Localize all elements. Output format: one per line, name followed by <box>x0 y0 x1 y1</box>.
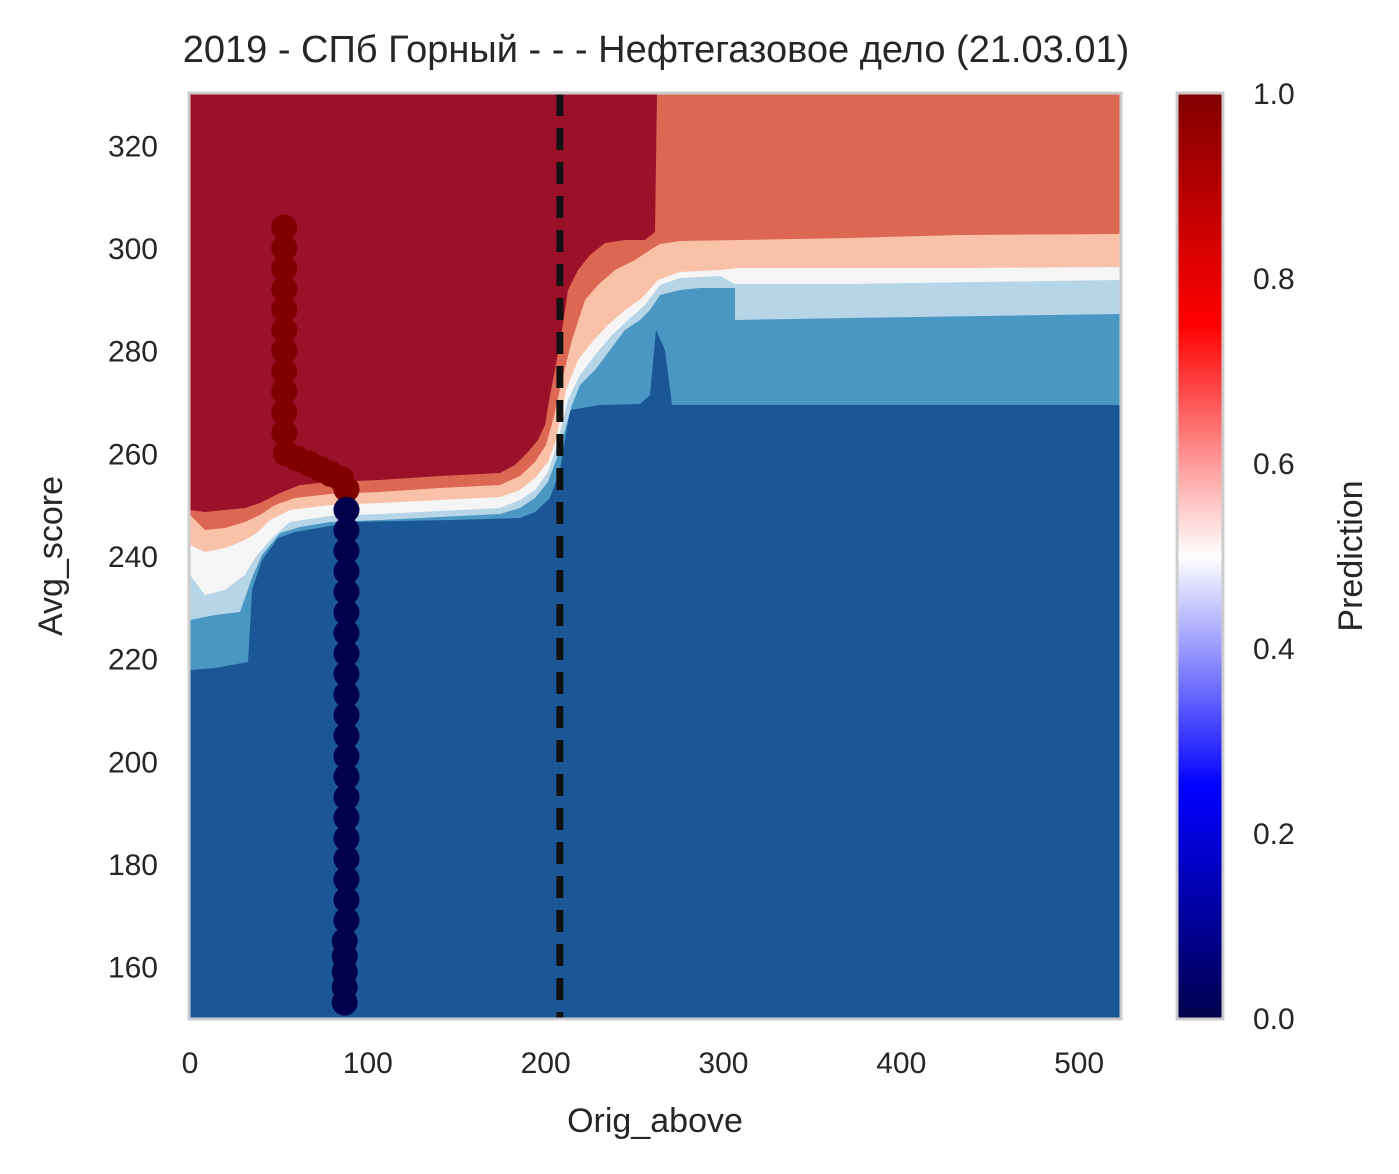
scatter-point <box>333 886 360 913</box>
scatter-point <box>271 358 298 385</box>
scatter-point <box>271 378 298 405</box>
scatter-point <box>271 276 298 303</box>
colorbar-ticks: 0.0 0.2 0.4 0.6 0.8 1.0 <box>1253 78 1295 1036</box>
scatter-point <box>333 722 360 749</box>
y-tick-label: 320 <box>108 130 158 163</box>
x-axis-label: Orig_above <box>567 1102 743 1140</box>
scatter-point <box>333 743 360 770</box>
chart-title: 2019 - СПб Горный - - - Нефтегазовое дел… <box>183 29 1130 71</box>
scatter-point <box>271 255 298 282</box>
colorbar-tick-label: 0.8 <box>1253 263 1295 296</box>
y-tick-label: 200 <box>108 746 158 779</box>
x-axis-ticks: 0 100 200 300 400 500 <box>182 1047 1104 1080</box>
scatter-point <box>333 496 360 523</box>
y-tick-label: 300 <box>108 233 158 266</box>
scatter-point <box>333 599 360 626</box>
y-tick-label: 280 <box>108 336 158 369</box>
colorbar-tick-label: 0.6 <box>1253 448 1295 481</box>
colorbar-tick-label: 0.2 <box>1253 818 1295 851</box>
scatter-point <box>333 640 360 667</box>
scatter-point <box>271 399 298 426</box>
scatter-point <box>271 337 298 364</box>
scatter-point <box>333 476 360 503</box>
colorbar-tick-label: 0.0 <box>1253 1003 1295 1036</box>
scatter-layer <box>271 214 360 1016</box>
plot-frame <box>187 91 1123 1021</box>
x-tick-label: 100 <box>343 1047 393 1080</box>
colorbar-tick-label: 0.4 <box>1253 633 1295 666</box>
y-tick-label: 260 <box>108 438 158 471</box>
y-tick-label: 220 <box>108 644 158 677</box>
scatter-point <box>333 578 360 605</box>
scatter-point <box>333 907 360 934</box>
contour-band-highest <box>190 94 657 512</box>
scatter-point <box>333 825 360 852</box>
scatter-point <box>271 235 298 261</box>
scatter-point <box>333 517 360 544</box>
x-tick-label: 0 <box>182 1047 199 1080</box>
scatter-point <box>333 620 360 646</box>
x-tick-label: 300 <box>698 1047 748 1080</box>
scatter-point <box>333 784 360 811</box>
y-tick-label: 160 <box>108 952 158 985</box>
x-tick-label: 200 <box>521 1047 571 1080</box>
scatter-point <box>333 537 360 564</box>
scatter-point <box>333 763 360 790</box>
y-axis-label: Avg_score <box>32 476 70 636</box>
y-tick-label: 240 <box>108 541 158 574</box>
y-tick-label: 180 <box>108 849 158 882</box>
scatter-point <box>331 989 358 1016</box>
scatter-point <box>333 558 360 585</box>
x-tick-label: 500 <box>1054 1047 1104 1080</box>
scatter-point <box>333 845 360 872</box>
x-tick-label: 400 <box>876 1047 926 1080</box>
scatter-point <box>271 214 298 241</box>
scatter-point <box>271 317 298 344</box>
colorbar-label: Prediction <box>1332 480 1370 631</box>
colorbar <box>1175 91 1225 1021</box>
scatter-point <box>333 804 360 831</box>
scatter-point <box>333 661 360 688</box>
colorbar-frame <box>1175 91 1225 1021</box>
scatter-point <box>333 866 360 893</box>
scatter-point <box>271 419 298 446</box>
y-axis-ticks: 160 180 200 220 240 260 280 300 320 <box>108 130 158 984</box>
colorbar-gradient <box>1177 93 1223 1019</box>
colorbar-tick-label: 1.0 <box>1253 78 1295 111</box>
scatter-point <box>271 296 298 323</box>
plot-area <box>190 94 1120 1018</box>
scatter-point <box>333 681 360 708</box>
scatter-point <box>333 702 360 729</box>
